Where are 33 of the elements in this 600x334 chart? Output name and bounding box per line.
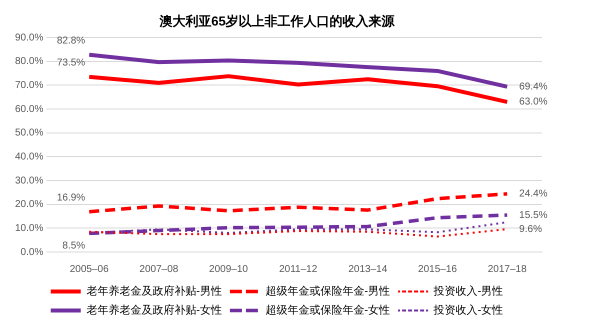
y-tick-label: 90.0% <box>14 32 44 44</box>
legend-label: 超级年金或保险年金-女性 <box>265 304 390 317</box>
legend-label: 投资收入-男性 <box>432 284 504 298</box>
y-tick-label: 50.0% <box>14 128 44 139</box>
y-tick-label: 20.0% <box>14 199 44 210</box>
data-label: 63.0% <box>519 96 548 108</box>
x-tick-label: 2013–14 <box>348 264 388 275</box>
data-label: 73.5% <box>56 58 86 69</box>
y-tick-label: 10.0% <box>14 222 44 234</box>
data-label: 16.9% <box>56 192 86 204</box>
y-tick-label: 0.0% <box>20 246 44 258</box>
data-label: 69.4% <box>519 81 548 92</box>
x-tick-label: 2009–10 <box>209 264 248 275</box>
data-label: 8.5% <box>62 240 86 252</box>
legend-label: 超级年金或保险年金-男性 <box>265 284 390 298</box>
y-tick-label: 30.0% <box>14 175 44 186</box>
data-label: 15.5% <box>519 210 548 221</box>
y-tick-label: 40.0% <box>14 151 44 162</box>
x-tick-label: 2015–16 <box>418 264 458 275</box>
x-tick-label: 2005–06 <box>70 264 110 275</box>
chart-title: 澳大利亚65岁以上非工作人口的收入来源 <box>158 13 396 28</box>
x-tick-label: 2007–08 <box>139 264 179 275</box>
data-label: 82.8% <box>56 36 86 46</box>
y-tick-label: 80.0% <box>14 56 44 68</box>
x-tick-label: 2011–12 <box>279 264 318 275</box>
legend-label: 老年养老金及政府补贴-女性 <box>86 304 222 317</box>
x-tick-label: 2017–18 <box>488 264 528 275</box>
y-tick-label: 60.0% <box>14 104 44 115</box>
legend-label: 投资收入-女性 <box>432 304 504 317</box>
legend-label: 老年养老金及政府补贴-男性 <box>86 284 222 298</box>
data-label: 9.6% <box>519 224 542 235</box>
y-tick-label: 70.0% <box>14 80 44 91</box>
data-label: 24.4% <box>519 188 548 200</box>
